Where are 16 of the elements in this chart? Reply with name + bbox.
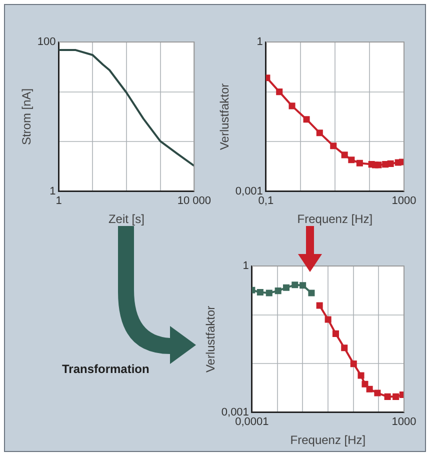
x-tick-label: 10 000 (177, 195, 212, 208)
y-tick-label: 0,001 (235, 185, 263, 198)
x-axis-title: Zeit [s] (108, 212, 144, 226)
text: Transformation (62, 362, 150, 376)
y-tick-label: 1 (242, 260, 249, 272)
y-axis-title: Strom [nA] (20, 88, 34, 146)
y-axis-title: Verlustfaktor (218, 83, 232, 150)
x-tick-label: 1000 (392, 416, 416, 428)
x-tick-label: 0,0001 (235, 416, 269, 428)
y-axis-title: Verlustfaktor (204, 306, 218, 373)
x-axis-title: Frequenz [Hz] (297, 212, 373, 226)
x-tick-label: 1000 (392, 195, 416, 208)
x-axis-title: Frequenz [Hz] (290, 433, 366, 448)
y-tick-label: 0,001 (221, 406, 249, 418)
y-tick-label: 100 (37, 36, 56, 48)
x-tick-label: 0,1 (258, 195, 274, 208)
